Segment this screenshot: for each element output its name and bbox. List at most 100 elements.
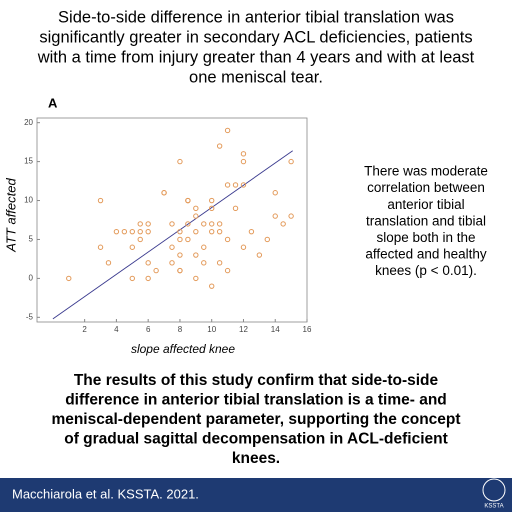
y-tick-label: 0 — [29, 274, 34, 283]
text-line: significantly greater in secondary ACL d… — [39, 28, 472, 46]
text-line: There was moderate — [364, 164, 488, 179]
point — [193, 205, 199, 212]
plot-frame — [36, 117, 308, 323]
x-tick-label: 4 — [114, 325, 119, 334]
y-axis-title: ATT affected — [3, 178, 18, 253]
point — [288, 213, 294, 219]
point — [193, 252, 199, 258]
point — [145, 221, 151, 227]
text-line: difference in anterior tibial translatio… — [65, 392, 447, 409]
point — [169, 260, 175, 266]
point — [177, 236, 183, 243]
point — [129, 275, 135, 282]
point — [201, 221, 207, 227]
point — [248, 228, 255, 235]
point — [240, 151, 247, 157]
point — [177, 158, 183, 165]
point — [224, 182, 231, 188]
x-tick-label: 10 — [207, 325, 216, 334]
text-line: translation and tibial — [366, 213, 486, 228]
point — [224, 127, 231, 134]
point — [288, 158, 294, 165]
y-tick-label: 20 — [24, 118, 33, 127]
point — [145, 260, 151, 266]
point — [224, 236, 231, 243]
text-line: with a time from injury greater than 4 y… — [37, 48, 475, 66]
point — [185, 221, 191, 227]
fit-line — [52, 150, 293, 320]
point — [169, 221, 175, 227]
point — [129, 244, 135, 250]
text-line: affected and healthy — [365, 247, 487, 262]
point — [193, 275, 199, 282]
point — [97, 197, 104, 204]
y-tick-label: -5 — [26, 312, 34, 321]
point — [105, 260, 112, 266]
point — [177, 252, 183, 258]
x-tick-label: 14 — [271, 325, 280, 334]
x-tick-label: 2 — [82, 325, 87, 334]
point — [129, 228, 135, 235]
point — [113, 228, 120, 235]
text-line: Side-to-side difference in anterior tibi… — [58, 8, 454, 26]
point — [201, 244, 207, 250]
text-line: one meniscal tear. — [189, 68, 323, 86]
point — [264, 236, 270, 243]
point — [169, 244, 175, 250]
point — [185, 236, 191, 243]
point — [137, 221, 143, 227]
point — [256, 252, 263, 258]
text-line: The results of this study confirm that s… — [74, 372, 439, 389]
point — [224, 267, 231, 274]
point — [66, 275, 72, 282]
point — [216, 228, 223, 235]
point — [137, 236, 143, 243]
point — [193, 213, 199, 219]
point — [209, 221, 215, 227]
point — [216, 260, 223, 266]
point — [121, 228, 128, 235]
point — [185, 197, 191, 204]
y-tick-label: 10 — [24, 196, 33, 205]
point — [193, 228, 199, 235]
panel-label: A — [48, 95, 58, 110]
point — [145, 228, 151, 235]
x-axis-title: slope affected knee — [131, 342, 235, 356]
text-line: anterior tibial — [387, 197, 464, 212]
logo-ring — [482, 478, 506, 502]
point — [201, 260, 207, 266]
point — [209, 205, 215, 212]
point — [177, 267, 183, 274]
text-line: meniscal-dependent parameter, supporting… — [51, 411, 460, 428]
footer-bar — [0, 478, 512, 512]
point — [240, 244, 247, 250]
text-line: slope both in the — [376, 230, 475, 245]
point — [209, 228, 215, 235]
point — [177, 228, 183, 235]
x-tick-label: 6 — [146, 325, 151, 334]
point — [97, 244, 104, 250]
x-tick-label: 12 — [239, 325, 248, 334]
y-tick-label: 5 — [29, 235, 34, 244]
y-tick-label: 15 — [24, 157, 33, 166]
x-tick-label: 16 — [303, 325, 312, 334]
point — [161, 190, 167, 196]
point — [145, 275, 151, 282]
text-line: correlation between — [367, 180, 485, 195]
x-tick-label: 8 — [178, 325, 183, 334]
point — [272, 213, 278, 219]
point — [240, 158, 247, 165]
point — [209, 283, 215, 289]
point — [209, 197, 215, 204]
text-line: knees (p < 0.01). — [375, 263, 477, 278]
citation: Macchiarola et al. KSSTA. 2021. — [12, 486, 199, 501]
text-line: of gradual sagittal decompensation in AC… — [64, 431, 448, 448]
point — [280, 221, 286, 227]
text-line: knees. — [232, 450, 280, 467]
logo-text: KSSTA — [484, 504, 503, 510]
point — [137, 228, 143, 235]
point — [216, 143, 223, 149]
point — [232, 182, 239, 188]
point — [232, 205, 239, 212]
